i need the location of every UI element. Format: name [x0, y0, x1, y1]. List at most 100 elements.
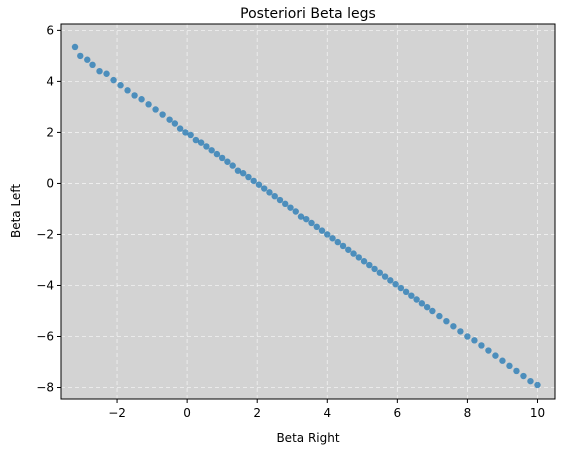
y-tick-label: −4 — [36, 278, 54, 292]
y-tick-label: 0 — [46, 176, 54, 190]
scatter-point — [355, 254, 363, 261]
scatter-point — [124, 87, 131, 94]
x-axis-label: Beta Right — [276, 431, 339, 445]
scatter-point — [131, 92, 138, 99]
scatter-point — [334, 238, 341, 246]
scatter-point — [84, 56, 91, 63]
x-tick-label: 10 — [530, 406, 545, 420]
scatter-point — [413, 296, 420, 303]
scatter-point — [387, 277, 394, 284]
scatter-point — [450, 323, 457, 330]
scatter-point — [527, 377, 534, 385]
scatter-point — [117, 82, 124, 89]
scatter-point — [166, 116, 173, 123]
scatter-point — [366, 261, 373, 269]
scatter-point — [71, 43, 79, 51]
scatter-point — [276, 196, 284, 204]
scatter-point — [485, 347, 492, 354]
scatter-point — [261, 185, 268, 192]
scatter-point — [197, 139, 205, 146]
scatter-point — [471, 337, 478, 344]
x-tick-label: 2 — [253, 406, 261, 420]
scatter-point — [224, 158, 231, 165]
scatter-point — [145, 101, 152, 108]
scatter-point — [376, 269, 384, 276]
plot-frame — [60, 23, 556, 400]
scatter-point — [171, 120, 179, 127]
scatter-point — [506, 362, 513, 370]
scatter-point — [513, 367, 520, 375]
scatter-point — [345, 246, 352, 253]
scatter-point — [371, 265, 378, 273]
scatter-point — [229, 162, 236, 169]
y-tick-label: 4 — [46, 74, 54, 88]
scatter-point — [308, 219, 315, 227]
x-axis: −2 0 2 4 6 8 10 — [108, 399, 545, 420]
scatter-point — [89, 61, 96, 69]
scatter-point — [464, 333, 471, 340]
scatter-point — [381, 273, 389, 280]
scatter-point — [192, 136, 200, 144]
x-tick-label: 6 — [394, 406, 402, 420]
grid-lines — [61, 24, 555, 399]
scatter-point — [255, 181, 263, 188]
scatter-point — [287, 204, 294, 211]
y-tick-label: 2 — [46, 125, 54, 139]
scatter-point — [443, 317, 450, 325]
scatter-point — [187, 131, 194, 139]
scatter-point — [77, 52, 84, 60]
scatter-point — [239, 170, 247, 177]
scatter-point — [339, 242, 347, 250]
scatter-point — [457, 328, 464, 335]
scatter-point — [329, 235, 336, 242]
scatter-point — [402, 288, 410, 296]
scatter-point — [245, 173, 252, 181]
scatter-point — [408, 292, 415, 299]
scatter-point — [429, 307, 436, 315]
data-points — [71, 43, 541, 389]
scatter-point — [397, 284, 405, 292]
scatter-point — [436, 312, 443, 320]
scatter-point — [218, 154, 226, 162]
scatter-point — [324, 231, 331, 238]
scatter-point — [292, 208, 299, 215]
y-tick-label: −8 — [36, 381, 54, 395]
scatter-point — [203, 143, 210, 150]
scatter-point — [182, 129, 189, 136]
x-tick-label: 0 — [183, 406, 191, 420]
scatter-point — [534, 381, 541, 389]
y-axis-label: Beta Left — [9, 184, 23, 238]
scatter-point — [96, 67, 103, 75]
scatter-point — [271, 192, 278, 200]
scatter-point — [318, 227, 326, 234]
scatter-point — [138, 96, 145, 103]
scatter-point — [392, 281, 399, 288]
scatter-point — [418, 300, 426, 307]
scatter-point — [282, 200, 289, 208]
x-tick-label: 8 — [464, 406, 472, 420]
scatter-point — [159, 111, 166, 118]
y-tick-label: −6 — [36, 330, 54, 344]
scatter-point — [313, 223, 320, 231]
scatter-point — [176, 125, 184, 132]
scatter-point — [350, 250, 357, 257]
y-tick-label: −2 — [36, 227, 54, 241]
scatter-point — [499, 357, 506, 364]
x-tick-label: 4 — [323, 406, 331, 420]
scatter-point — [234, 167, 242, 174]
scatter-point — [152, 106, 159, 113]
x-tick-label: −2 — [108, 406, 126, 420]
scatter-point — [213, 150, 221, 158]
scatter-point — [110, 76, 117, 84]
scatter-point — [520, 372, 527, 380]
scatter-point — [478, 342, 485, 349]
y-axis: −8 −6 −4 −2 0 2 4 6 — [36, 23, 61, 395]
scatter-point — [423, 303, 431, 311]
y-tick-label: 6 — [46, 23, 54, 37]
chart-title: Posteriori Beta legs — [240, 6, 376, 22]
scatter-point — [297, 213, 305, 220]
scatter-point — [250, 177, 257, 185]
scatter-point — [492, 352, 499, 359]
scatter-point — [208, 147, 215, 154]
